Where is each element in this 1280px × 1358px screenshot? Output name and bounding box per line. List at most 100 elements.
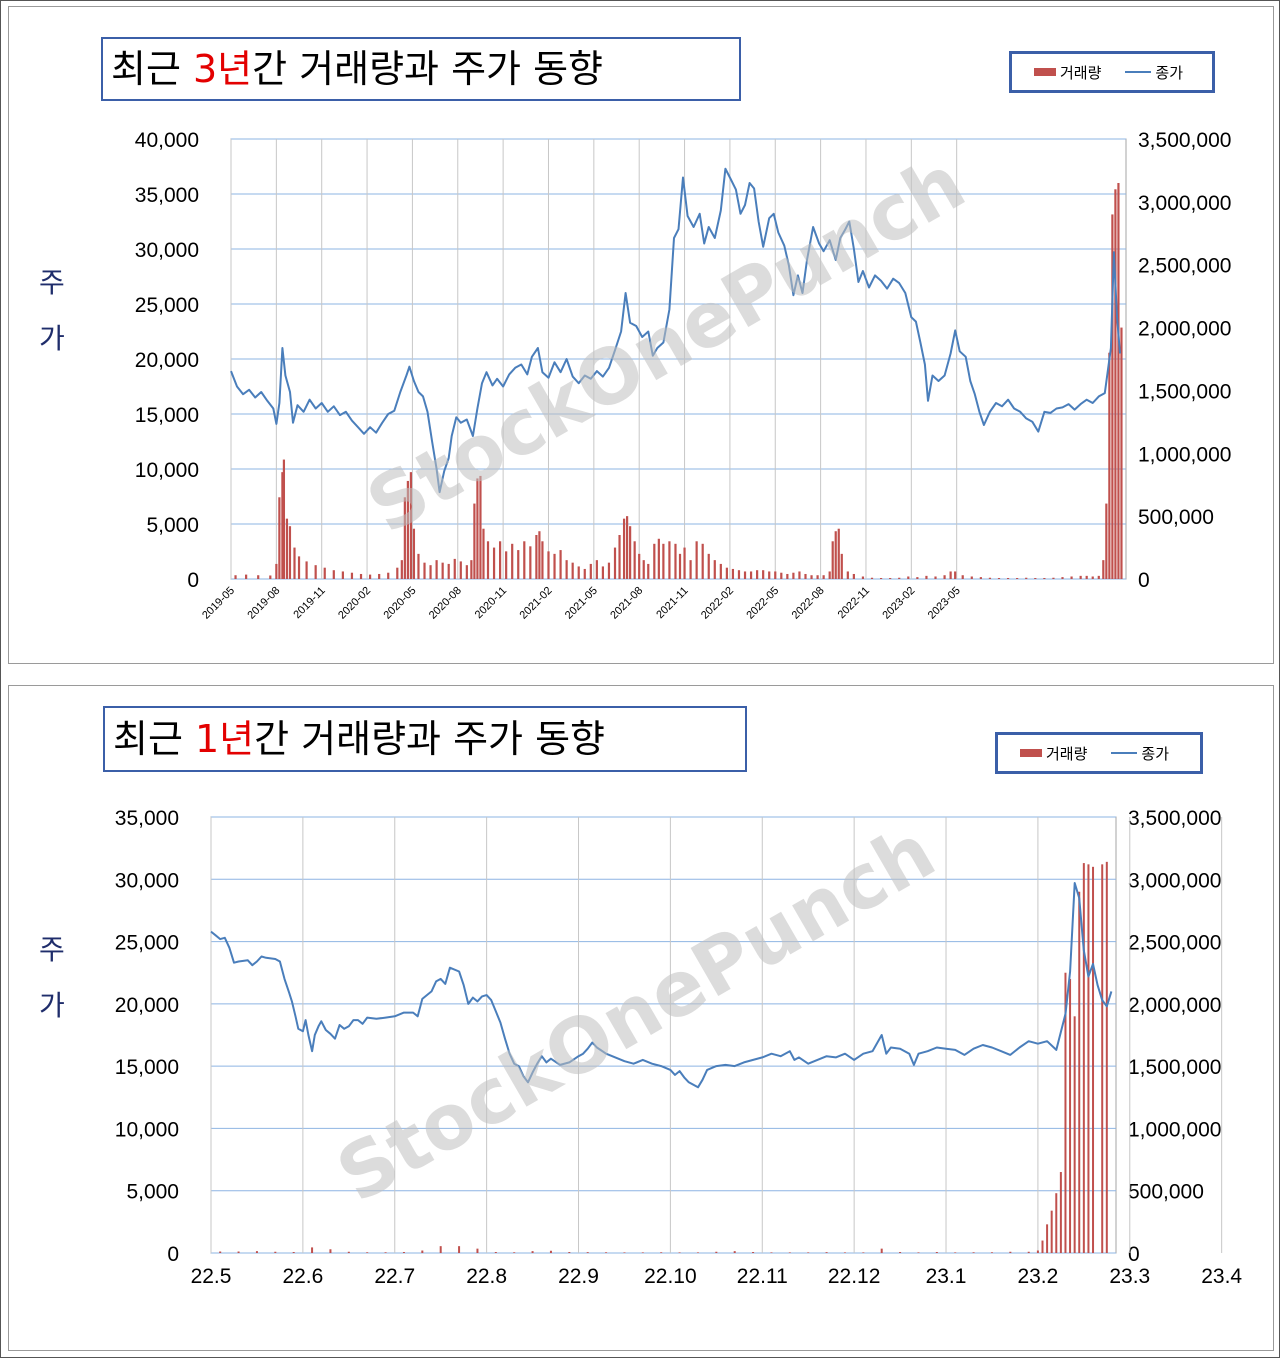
volume-bar bbox=[278, 497, 281, 579]
y-right-tick-label: 500,000 bbox=[1138, 506, 1214, 529]
volume-bar bbox=[683, 547, 686, 579]
volume-bar bbox=[492, 547, 496, 579]
chart-1y: 0 5,000 10,000 15,000 20,000 25,000 30,000 35,0… bbox=[115, 806, 1243, 1288]
volume-bar bbox=[713, 560, 716, 579]
volume-bar bbox=[861, 576, 865, 579]
chart-panel-3y: 최근 3년 간 거래량과 주가 동향 거래량 종가 주가 0 5,000 10,00… bbox=[8, 6, 1274, 664]
volume-bar bbox=[531, 1251, 534, 1253]
volume-bar bbox=[403, 497, 406, 579]
volume-bar bbox=[1070, 576, 1073, 579]
volume-bar bbox=[523, 541, 526, 579]
legend-1y: 거래량 종가 bbox=[995, 732, 1203, 774]
x-tick-label: 23.4 bbox=[1201, 1265, 1242, 1288]
volume-bar bbox=[234, 575, 237, 579]
x-tick-label: 2022-05 bbox=[744, 585, 781, 622]
volume-bar bbox=[1082, 863, 1085, 1253]
title-period: 1년 bbox=[195, 717, 255, 761]
volume-bar bbox=[384, 1252, 387, 1253]
volume-bar bbox=[1025, 577, 1028, 579]
volume-bar bbox=[862, 1252, 865, 1253]
legend-volume-swatch bbox=[1020, 749, 1042, 757]
volume-bar bbox=[834, 531, 837, 579]
x-tick-label: 2023-02 bbox=[880, 585, 917, 622]
y-left-tick-label: 30,000 bbox=[115, 869, 179, 892]
volume-bar bbox=[678, 553, 682, 579]
volume-bar bbox=[417, 553, 420, 579]
volume-bar bbox=[1120, 327, 1123, 579]
x-tick-label: 22.9 bbox=[558, 1265, 599, 1288]
volume-bar bbox=[494, 1252, 497, 1253]
volume-bar bbox=[870, 577, 874, 579]
title-prefix: 최근 bbox=[111, 47, 193, 91]
volume-bar bbox=[647, 563, 650, 579]
volume-bar bbox=[305, 561, 308, 579]
volume-bar bbox=[852, 573, 855, 579]
volume-bar bbox=[549, 1250, 552, 1253]
volume-bar bbox=[607, 562, 611, 579]
title-prefix: 최근 bbox=[113, 717, 195, 761]
volume-bar bbox=[577, 566, 580, 579]
volume-bar bbox=[517, 550, 520, 579]
volume-bar bbox=[285, 518, 289, 579]
volume-bar bbox=[476, 1248, 479, 1253]
y-left-tick-label: 0 bbox=[187, 569, 199, 592]
volume-bar bbox=[1117, 183, 1120, 579]
volume-bar bbox=[961, 575, 964, 579]
volume-bar bbox=[219, 1251, 222, 1253]
volume-bar bbox=[804, 573, 807, 579]
volume-bar bbox=[314, 565, 317, 579]
volume-bar bbox=[350, 572, 354, 579]
volume-bar bbox=[1050, 1210, 1053, 1253]
volume-bar bbox=[916, 577, 919, 579]
watermark-text: StockOnePunch bbox=[322, 806, 949, 1219]
volume-bar bbox=[387, 572, 390, 579]
volume-bar bbox=[1055, 1193, 1058, 1253]
volume-bar bbox=[482, 528, 485, 579]
x-tick-label: 22.5 bbox=[191, 1265, 232, 1288]
volume-bar bbox=[1101, 864, 1104, 1253]
volume-bar bbox=[780, 572, 783, 579]
volume-bar bbox=[406, 480, 409, 579]
volume-bar bbox=[274, 1251, 277, 1253]
volume-bar bbox=[695, 541, 698, 579]
volume-bar bbox=[988, 577, 992, 579]
volume-bar bbox=[529, 546, 532, 579]
volume-bar bbox=[1114, 189, 1117, 580]
volume-bar bbox=[282, 459, 286, 579]
volume-bar bbox=[255, 1251, 258, 1253]
volume-bar bbox=[547, 551, 550, 579]
volume-bar bbox=[660, 1252, 663, 1253]
y-left-tick-label: 25,000 bbox=[115, 932, 179, 955]
volume-bar bbox=[473, 503, 476, 579]
volume-bar bbox=[423, 562, 426, 579]
volume-bar bbox=[257, 575, 260, 579]
volume-bar bbox=[583, 568, 586, 579]
volume-bar bbox=[762, 570, 765, 579]
y-right-tick-label: 2,500,000 bbox=[1128, 932, 1221, 955]
volume-bar bbox=[1078, 891, 1081, 1253]
volume-bar bbox=[1006, 577, 1010, 579]
volume-bar bbox=[972, 1252, 975, 1253]
y-right-tick-label: 3,000,000 bbox=[1138, 192, 1231, 215]
x-tick-label: 2019-08 bbox=[245, 585, 282, 622]
volume-bar bbox=[810, 575, 813, 579]
volume-bar bbox=[1036, 1250, 1039, 1253]
price-line bbox=[230, 167, 1121, 494]
x-tick-label: 22.7 bbox=[374, 1265, 415, 1288]
title-period: 3년 bbox=[193, 47, 253, 91]
volume-bar bbox=[396, 567, 399, 579]
price-line bbox=[210, 882, 1113, 1089]
chart-panel-1y: 최근 1년 간 거래량과 주가 동향 거래량 종가 주가 0 5,000 10,00… bbox=[8, 685, 1274, 1351]
volume-bar bbox=[412, 528, 416, 579]
y-left-tick-label: 20,000 bbox=[115, 994, 179, 1017]
title-suffix: 간 거래량과 주가 동향 bbox=[252, 47, 604, 91]
volume-bar bbox=[725, 567, 728, 579]
x-tick-label: 23.1 bbox=[926, 1265, 967, 1288]
volume-bar bbox=[1009, 1251, 1012, 1253]
volume-bar bbox=[701, 543, 704, 579]
volume-bar bbox=[954, 1252, 957, 1253]
volume-bar bbox=[846, 571, 849, 579]
volume-bar bbox=[347, 1251, 350, 1253]
x-tick-label: 23.2 bbox=[1017, 1265, 1058, 1288]
y-right-tick-label: 2,000,000 bbox=[1138, 318, 1231, 341]
